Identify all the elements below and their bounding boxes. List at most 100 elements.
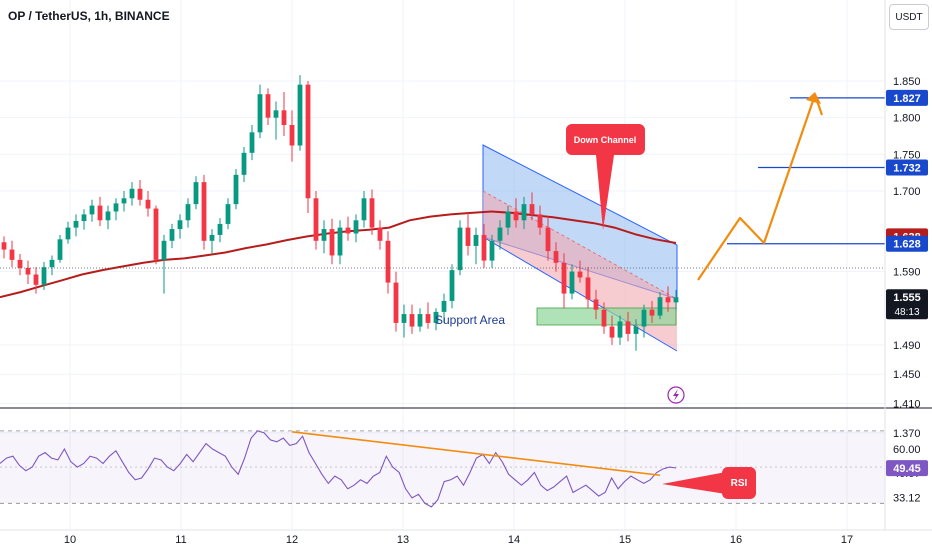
candle-body	[121, 198, 127, 204]
candle-body	[201, 182, 207, 241]
candle-body	[441, 300, 447, 312]
candle-body	[425, 314, 431, 323]
candle-body	[649, 309, 655, 316]
time-tick-label: 16	[730, 534, 742, 546]
current-price-box	[886, 289, 928, 320]
candle-body	[129, 188, 135, 199]
candle-body	[641, 309, 647, 327]
down-channel-mid-line	[482, 190, 678, 300]
candle-body	[569, 271, 575, 294]
candle-body	[241, 152, 247, 175]
projection-arrow	[697, 93, 824, 281]
candle-body	[593, 299, 599, 310]
candle-body	[81, 214, 87, 222]
candle-body	[177, 220, 183, 230]
candle-body	[193, 182, 199, 205]
rsi-callout-pointer	[662, 472, 726, 494]
candle-body	[393, 282, 399, 323]
price-tick-label: 1.590	[893, 267, 921, 279]
candle-body	[673, 297, 679, 303]
candle-body	[353, 220, 359, 234]
candle-body	[225, 204, 231, 224]
time-tick-label: 17	[841, 534, 853, 546]
candle-body	[73, 221, 79, 228]
candle-body	[617, 321, 623, 338]
price-label-text: 1.732	[893, 162, 921, 174]
price-grid	[0, 0, 885, 530]
candle-body	[17, 259, 23, 268]
candle-body	[9, 249, 15, 260]
candle-body	[153, 208, 159, 260]
support-area-label: Support Area	[435, 313, 505, 327]
price-label-text: 1.827	[893, 93, 921, 105]
candle-body	[585, 277, 591, 300]
candle-body	[281, 110, 287, 125]
candle-body	[113, 203, 119, 212]
candle-body	[97, 205, 103, 221]
time-tick-label: 10	[64, 534, 76, 546]
down-channel-callout	[566, 124, 645, 155]
candle-body	[265, 94, 271, 118]
candle-body	[489, 240, 495, 261]
time-tick-label: 12	[286, 534, 298, 546]
candle-body	[457, 227, 463, 271]
candle-body	[1, 242, 7, 250]
candle-body	[65, 227, 71, 240]
candles	[1, 75, 679, 351]
projection-arrow-head	[806, 92, 821, 104]
countdown-text: 48:13	[894, 307, 919, 318]
candle-body	[609, 326, 615, 338]
rsi-callout	[722, 467, 756, 499]
candle-body	[249, 132, 255, 153]
candle-body	[409, 314, 415, 327]
rsi-trendline	[291, 431, 661, 477]
rsi-last-value-text: 49.45	[893, 463, 921, 475]
price-tick-label: 1.800	[893, 113, 921, 125]
candle-body	[481, 234, 487, 261]
price-tick-label: 1.850	[893, 76, 921, 88]
candle-body	[433, 311, 439, 323]
candle-body	[57, 239, 63, 260]
price-tick-label: 1.410	[893, 399, 921, 411]
price-axis: 1.850 1.800 1.750 1.700 1.590 1.490 1.450 1.410…	[893, 76, 921, 440]
candle-body	[369, 198, 375, 228]
down-channel-pointer	[596, 155, 614, 230]
price-tick-label: 1.450	[893, 369, 921, 381]
candle-body	[41, 267, 47, 285]
candle-body	[537, 214, 543, 228]
candle-body	[401, 314, 407, 323]
candle-body	[377, 227, 383, 241]
candle-body	[217, 223, 223, 235]
candle-body	[513, 211, 519, 221]
candle-body	[633, 326, 639, 334]
candle-body	[361, 198, 367, 221]
candle-body	[169, 229, 175, 241]
candle-body	[233, 174, 239, 205]
candle-body	[257, 94, 263, 133]
time-tick-label: 11	[175, 534, 186, 546]
candle-body	[577, 271, 583, 278]
candle-body	[625, 321, 631, 334]
candle-body	[105, 211, 111, 221]
candle-body	[33, 274, 39, 285]
currency-button[interactable]: USDT	[889, 4, 929, 30]
candle-body	[465, 227, 471, 246]
chart-title: OP / TetherUS, 1h, BINANCE	[8, 9, 170, 23]
candle-body	[417, 314, 423, 327]
candle-body	[521, 204, 527, 221]
price-label-box	[886, 235, 928, 252]
rsi-tick-label: 33.12	[893, 493, 921, 505]
candle-body	[49, 259, 55, 268]
candle-body	[161, 240, 167, 260]
rsi-callout-label: RSI	[731, 478, 748, 489]
candle-body	[545, 227, 551, 252]
candle-body	[321, 229, 327, 241]
time-tick-label: 13	[397, 534, 409, 546]
price-tick-label: 1.370	[893, 428, 921, 440]
candle-body	[89, 205, 95, 215]
rsi-indicator	[0, 430, 677, 508]
candle-body	[273, 110, 279, 118]
